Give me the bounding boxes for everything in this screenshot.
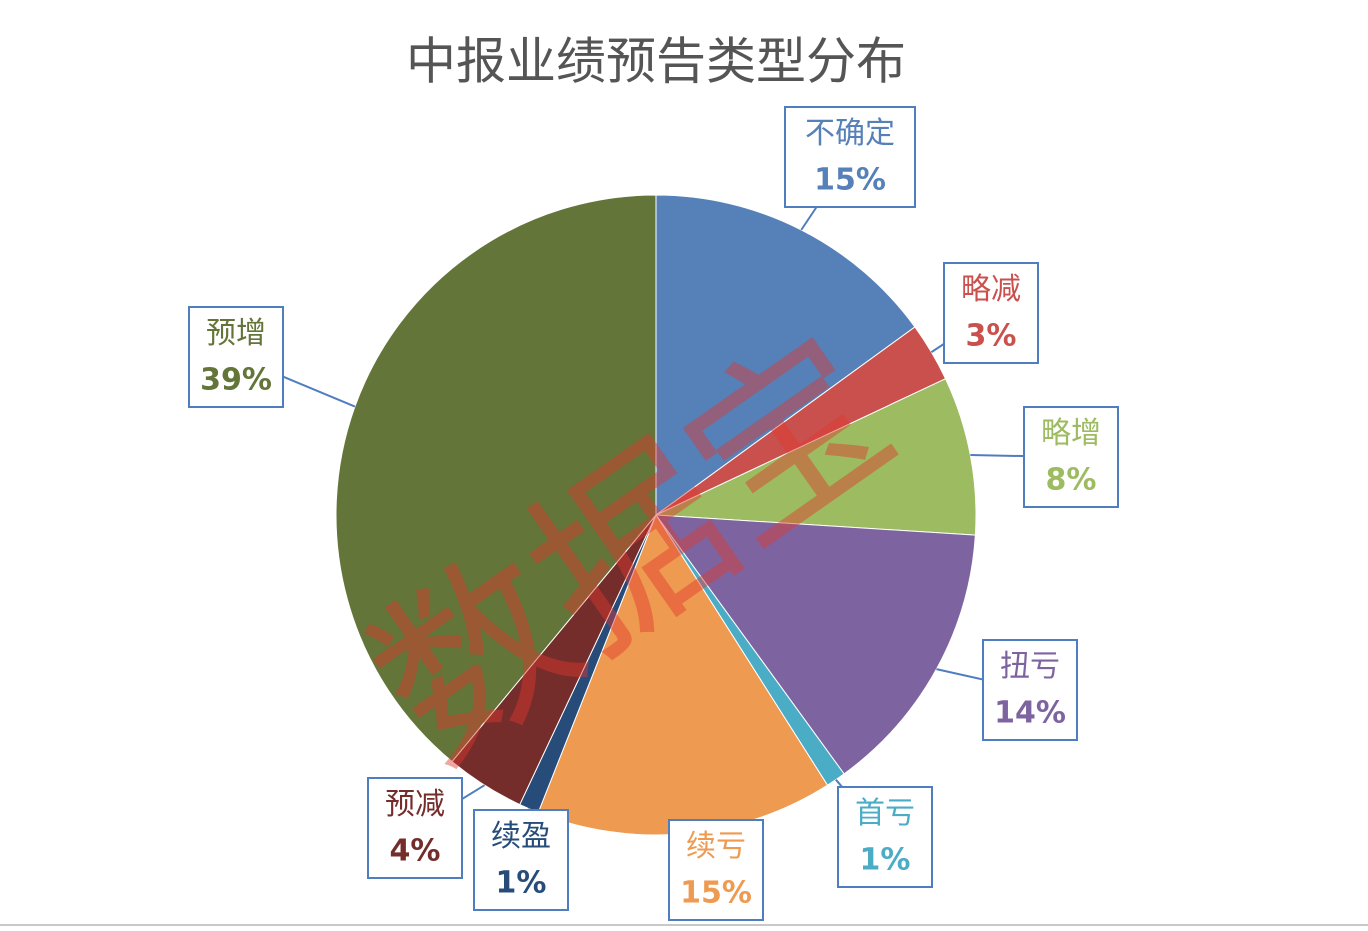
slice — [654, 514, 976, 775]
label-box — [1023, 406, 1119, 508]
label-box — [943, 262, 1039, 364]
label-box — [188, 306, 284, 408]
value-label: 14% — [994, 696, 1066, 731]
value-label: 1% — [496, 866, 547, 901]
category-label: 首亏 — [855, 796, 915, 831]
value-label: 15% — [814, 163, 886, 198]
pie — [335, 194, 977, 836]
value-label: 8% — [1046, 463, 1097, 498]
chart-title: 中报业绩预告类型分布 — [406, 33, 906, 91]
value-label: 39% — [200, 363, 272, 398]
category-label: 续盈 — [491, 819, 551, 854]
category-label: 略减 — [961, 272, 1021, 307]
value-label: 15% — [680, 876, 752, 911]
label-box — [784, 106, 916, 208]
category-label: 略增 — [1041, 416, 1101, 451]
category-label: 续亏 — [686, 829, 746, 864]
category-label: 预减 — [385, 787, 445, 822]
value-label: 1% — [860, 843, 911, 878]
category-label: 扭亏 — [1000, 649, 1060, 684]
slice — [655, 194, 916, 516]
category-label: 预增 — [206, 316, 266, 351]
slice — [335, 194, 657, 763]
label-box — [837, 786, 933, 888]
slice — [655, 378, 977, 536]
value-label: 4% — [390, 834, 441, 869]
labels: 不确定 15% 略减 3% 略增 8% 扭亏 14% 首亏 1% 续亏 15% 续盈 1% 预减 4% 预增 39… — [188, 106, 1119, 921]
label-box — [668, 819, 764, 921]
value-label: 3% — [966, 319, 1017, 354]
label-box — [982, 639, 1078, 741]
category-label: 不确定 — [805, 116, 895, 151]
label-box — [473, 809, 569, 911]
label-box — [367, 777, 463, 879]
